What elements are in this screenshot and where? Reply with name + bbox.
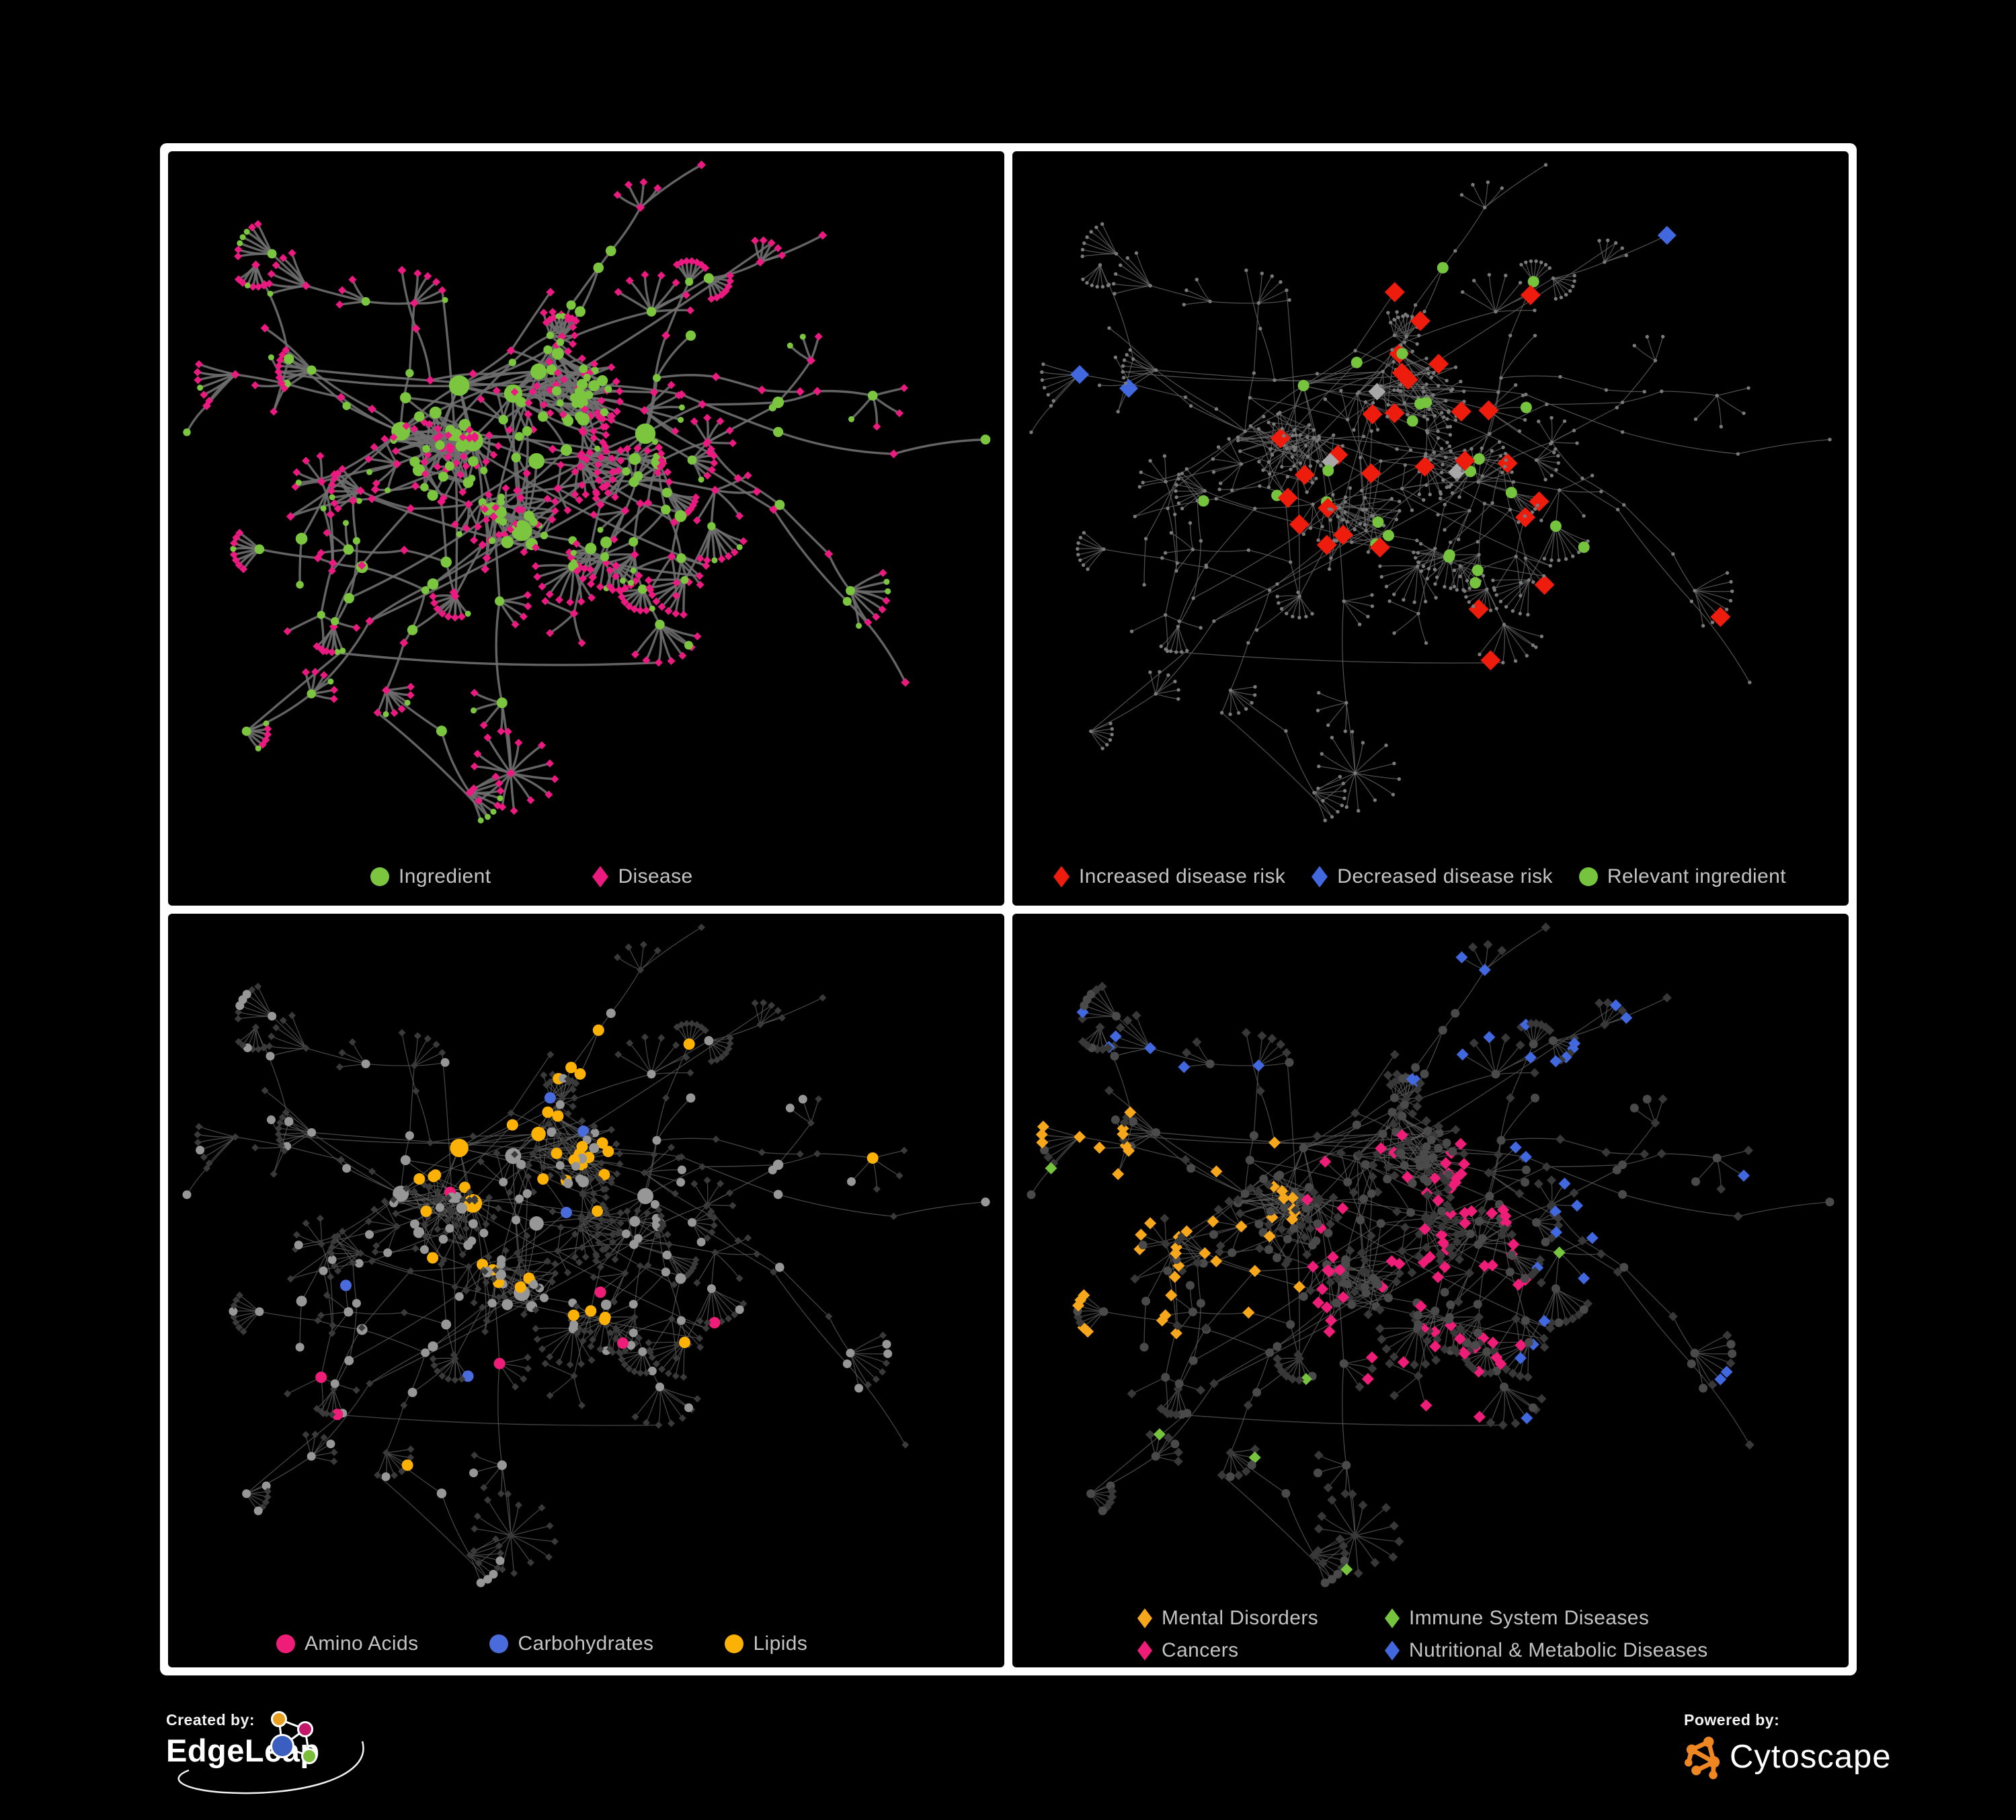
metabolic-diseases-marker-icon — [1384, 1640, 1400, 1661]
cytoscape-wordmark: Cytoscape — [1730, 1739, 1892, 1775]
legend-item-metabolic-diseases: Nutritional & Metabolic Diseases — [1384, 1639, 1708, 1662]
mental-disorders-marker-icon — [1137, 1608, 1153, 1629]
panel-nutrient-classes: Amino Acids Carbohydrates Lipids — [168, 913, 1004, 1667]
legend-item-lipids: Lipids — [724, 1632, 807, 1655]
amino-acids-marker-icon — [276, 1634, 296, 1654]
legend-item-mental-disorders: Mental Disorders — [1137, 1607, 1384, 1630]
cancers-marker-icon — [1137, 1640, 1153, 1661]
legend-label: Nutritional & Metabolic Diseases — [1409, 1639, 1708, 1661]
legend-label: Carbohydrates — [518, 1632, 654, 1655]
legend-label: Amino Acids — [305, 1632, 419, 1655]
ingredient-disease-legend: Ingredient Disease — [370, 865, 693, 888]
legend-label: Increased disease risk — [1079, 865, 1286, 887]
panel-disease-classes: Mental Disorders Immune System Diseases … — [1012, 913, 1849, 1667]
legend-label: Decreased disease risk — [1337, 865, 1553, 887]
nutrient-class-graph-canvas — [182, 923, 990, 1587]
legend-item-relevant-ingredient: Relevant ingredient — [1578, 865, 1786, 888]
disease-class-legend: Mental Disorders Immune System Diseases … — [1137, 1607, 1708, 1662]
legend-item-disease: Disease — [592, 865, 692, 888]
legend-item-amino-acids: Amino Acids — [276, 1632, 418, 1655]
ingredient-disease-graph-canvas — [183, 160, 991, 824]
disease-risk-legend: Increased disease risk Decreased disease… — [1053, 865, 1786, 888]
legend-item-decreased-risk: Decreased disease risk — [1311, 865, 1553, 888]
immune-diseases-marker-icon — [1384, 1608, 1400, 1629]
carbohydrates-marker-icon — [489, 1634, 509, 1654]
legend-item-immune-diseases: Immune System Diseases — [1384, 1607, 1708, 1630]
edgeleap-wordmark: EdgeLeap — [166, 1733, 320, 1768]
increased-risk-marker-icon — [1053, 865, 1070, 888]
legend-label: Relevant ingredient — [1607, 865, 1786, 887]
panel-ingredient-disease: Ingredient Disease — [168, 151, 1004, 906]
legend-label: Cancers — [1162, 1639, 1239, 1661]
decreased-risk-marker-icon — [1311, 865, 1328, 888]
disease-marker-icon — [592, 865, 609, 888]
powered-by-block: Powered by: Cytoscape — [1684, 1711, 1892, 1780]
legend-label: Disease — [618, 865, 693, 887]
legend-item-increased-risk: Increased disease risk — [1053, 865, 1285, 888]
panel-disease-risk: Increased disease risk Decreased disease… — [1012, 151, 1849, 906]
nutrient-class-legend: Amino Acids Carbohydrates Lipids — [276, 1632, 807, 1655]
lipids-marker-icon — [724, 1634, 744, 1654]
powered-by-label: Powered by: — [1684, 1711, 1780, 1729]
legend-label: Lipids — [753, 1632, 808, 1655]
created-by-label: Created by: — [166, 1711, 255, 1729]
cytoscape-logo-icon — [1684, 1737, 1720, 1780]
legend-label: Mental Disorders — [1162, 1607, 1319, 1629]
legend-label: Ingredient — [399, 865, 491, 887]
disease-risk-graph-canvas — [1029, 163, 1832, 822]
created-by-block: Created by: EdgeLeap — [166, 1711, 381, 1805]
legend-item-cancers: Cancers — [1137, 1639, 1384, 1662]
relevant-ingredient-marker-icon — [1578, 867, 1599, 887]
cytoscape-row: Cytoscape — [1684, 1733, 1892, 1780]
figure-grid: Ingredient Disease Increased disease ris… — [160, 143, 1857, 1675]
legend-item-ingredient: Ingredient — [370, 865, 491, 888]
legend-item-carbohydrates: Carbohydrates — [489, 1632, 653, 1655]
legend-label: Immune System Diseases — [1409, 1607, 1650, 1629]
ingredient-marker-icon — [370, 867, 390, 887]
disease-class-graph-canvas — [1026, 922, 1834, 1587]
